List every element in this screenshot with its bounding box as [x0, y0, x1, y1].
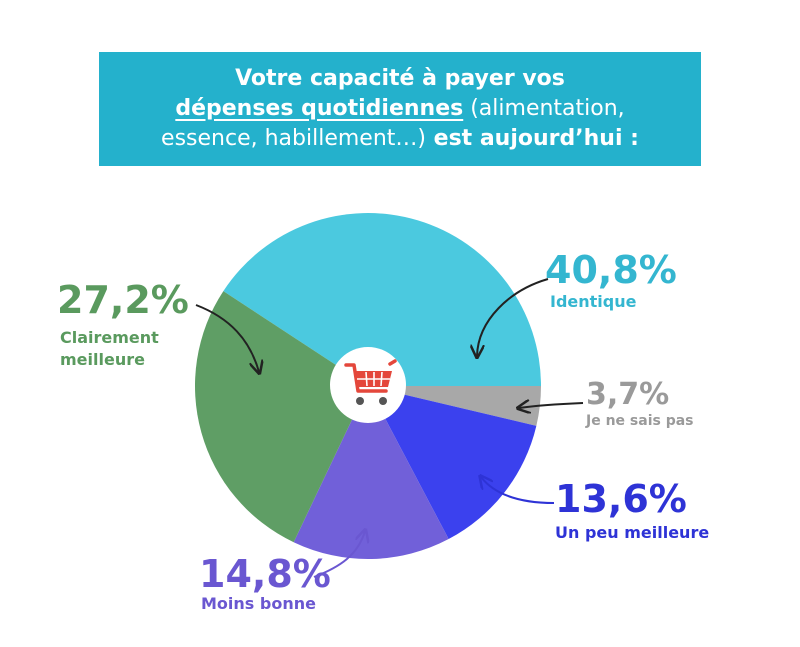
arrow-un-peu — [481, 477, 555, 504]
chart-title-banner: Votre capacité à payer vos dépenses quot… — [99, 52, 701, 166]
category-label-identique: Identique — [550, 292, 637, 311]
title-line-1: Votre capacité à payer vos — [235, 66, 565, 91]
arrow-clairement — [195, 304, 259, 372]
title-underlined-phrase: dépenses quotidiennes — [175, 96, 464, 121]
category-label-clairement-line2: meilleure — [60, 350, 145, 369]
value-label-jnsp: 3,7% — [586, 377, 669, 412]
value-label-un-peu: 13,6% — [555, 477, 687, 521]
arrow-identique — [477, 278, 549, 356]
slice-je-ne-sais-pas — [368, 386, 541, 426]
category-label-un-peu: Un peu meilleure — [555, 523, 709, 542]
category-label-jnsp: Je ne sais pas — [585, 413, 694, 429]
shopping-cart-icon — [344, 359, 397, 405]
pie-slices — [194, 212, 541, 560]
value-label-identique: 40,8% — [545, 248, 677, 292]
category-label-clairement-line1: Clairement — [60, 328, 159, 347]
title-line-3-regular: essence, habillement…) — [161, 126, 426, 151]
slice-moins-bonne — [293, 386, 449, 560]
title-line-3-bold: est aujourd’hui : — [425, 126, 639, 151]
arrow-moins-bonne — [313, 531, 365, 578]
category-label-moins-bonne: Moins bonne — [201, 594, 316, 613]
value-label-moins-bonne: 14,8% — [199, 552, 331, 596]
title-line-2-rest: (alimentation, — [463, 96, 625, 121]
slice-identique — [223, 212, 541, 386]
slice-clairement-meilleure — [194, 291, 368, 543]
value-label-clairement: 27,2% — [57, 278, 189, 322]
arrow-jnsp — [519, 403, 584, 408]
slice-un-peu-meilleure — [368, 386, 537, 540]
center-badge — [330, 347, 406, 423]
